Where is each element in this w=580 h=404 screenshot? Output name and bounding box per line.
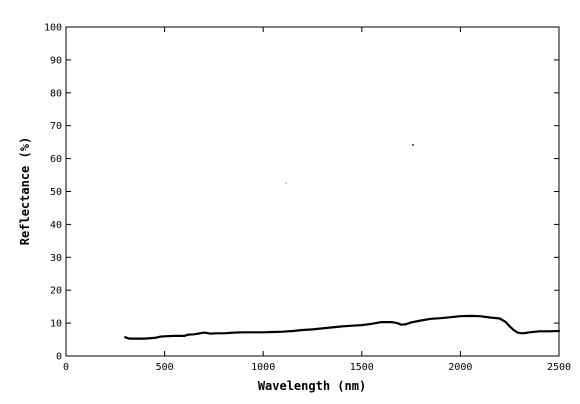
artifact-speck (285, 182, 287, 184)
x-axis-title: Wavelength (nm) (258, 379, 366, 393)
plot-frame (65, 26, 560, 357)
y-axis-title: Reflectance (%) (18, 137, 32, 245)
y-tick-label: 60 (50, 154, 62, 165)
y-tick-label: 30 (50, 253, 62, 264)
y-tick-label: 70 (50, 121, 62, 132)
y-tick-label: 80 (50, 88, 62, 99)
y-tick-label: 90 (50, 55, 62, 66)
x-tick-label: 0 (63, 362, 69, 373)
y-tick-label: 20 (50, 286, 62, 297)
x-axis-ticks: 0 500 1000 1500 2000 2500 (63, 27, 571, 373)
x-tick-label: 1500 (350, 362, 374, 373)
x-tick-label: 2000 (448, 362, 472, 373)
y-tick-label: 10 (50, 319, 62, 330)
x-tick-label: 2500 (547, 362, 571, 373)
y-tick-label: 40 (50, 220, 62, 231)
artifact-speck (412, 144, 414, 146)
y-axis-ticks: 0 10 20 30 40 50 60 70 80 90 100 (44, 23, 559, 363)
x-tick-label: 500 (156, 362, 174, 373)
y-tick-label: 50 (50, 187, 62, 198)
x-tick-label: 1000 (251, 362, 275, 373)
series-layer (124, 314, 561, 340)
y-tick-label: 100 (44, 23, 62, 34)
reflectance-series-line (124, 314, 561, 340)
y-tick-label: 0 (56, 352, 62, 363)
